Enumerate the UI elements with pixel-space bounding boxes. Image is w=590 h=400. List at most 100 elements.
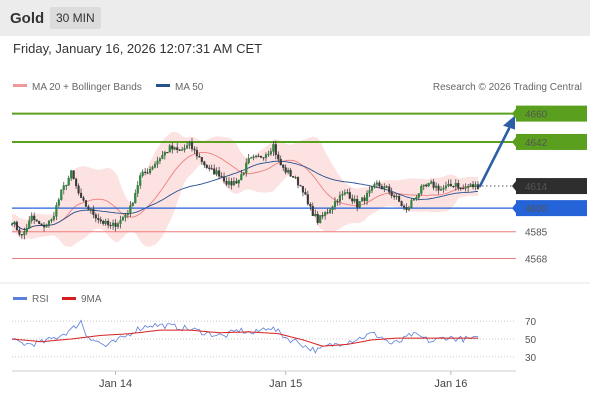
candle-bear (94, 214, 97, 219)
level-labels: 4660 4642 4614 4600 4585 4568 (512, 105, 587, 266)
candle-bull (89, 208, 92, 211)
candle-bull (227, 181, 231, 185)
candle-bear (107, 220, 110, 226)
candle-bear (33, 215, 36, 220)
candle-bull (149, 169, 152, 173)
candle-bull (183, 148, 186, 150)
candle-bull (163, 152, 166, 156)
candle-bull (454, 183, 457, 187)
rsi-ma-legend-label: 9MA (81, 294, 102, 305)
candle-bull (368, 190, 371, 194)
candle-bear (472, 184, 475, 188)
candle-bull (314, 214, 317, 217)
candle-bull (373, 184, 376, 188)
ma50-swatch (156, 84, 170, 87)
candle-bull (252, 156, 255, 158)
candle-bull (329, 209, 332, 213)
candle-bull (415, 197, 418, 200)
candle-bull (112, 222, 115, 226)
candle-bear (102, 221, 105, 224)
candle-bear (99, 219, 102, 222)
level-box-resistance (516, 133, 587, 150)
candle-bear (20, 234, 23, 236)
candle-bull (247, 158, 250, 164)
candle-bear (400, 201, 403, 207)
candle-bull (346, 192, 349, 194)
candle-bull (45, 224, 48, 228)
candle-bull (119, 220, 122, 224)
level-label-resistance: 4642 (525, 138, 548, 149)
candle-bull (287, 170, 290, 173)
candle-bull (333, 201, 337, 207)
candle-bull (294, 177, 297, 179)
copyright-text: Research © 2026 Trading Central (433, 82, 582, 93)
candle-bear (279, 159, 282, 166)
candle-bull (161, 154, 164, 159)
candle-bull (430, 181, 433, 184)
level-label-current: 4614 (525, 182, 548, 193)
candle-bull (474, 184, 477, 188)
candle-bull (407, 207, 411, 210)
candle-bear (476, 184, 480, 190)
rsi-tick-label: 50 (525, 335, 537, 346)
candle-bull (186, 145, 189, 149)
ma50-legend-label: MA 50 (175, 82, 204, 93)
candle-bear (87, 206, 90, 210)
candle-bear (457, 183, 460, 189)
projection-arrow (478, 115, 515, 188)
candle-bear (144, 171, 147, 173)
level-box-pivot (516, 200, 587, 217)
candle-bear (203, 161, 206, 166)
candle-bear (398, 196, 401, 202)
candlesticks (10, 137, 480, 240)
candle-bull (255, 155, 258, 158)
candle-bear (348, 192, 351, 199)
candle-bull (23, 231, 26, 236)
candle-bull (158, 158, 161, 162)
candle-bull (444, 185, 447, 189)
candle-bull (10, 223, 14, 225)
header-bar: Gold 30 MIN (0, 0, 590, 36)
rsi-tick-label: 70 (525, 317, 537, 328)
candle-bear (200, 157, 203, 162)
candle-bear (351, 198, 354, 202)
candle-bear (220, 175, 223, 178)
timeframe-badge[interactable]: 30 MIN (50, 7, 101, 29)
candle-bear (321, 215, 324, 217)
candle-bear (257, 155, 260, 157)
candle-bull (134, 193, 137, 204)
candle-bull (324, 212, 327, 216)
candle-bear (222, 176, 226, 182)
candle-bear (18, 229, 21, 235)
candle-bear (84, 200, 88, 207)
candle-bull (141, 171, 144, 176)
candle-bear (193, 148, 196, 151)
candle-bear (459, 188, 462, 190)
candle-bear (304, 192, 307, 195)
candle-bull (250, 157, 253, 159)
candle-bear (432, 181, 435, 188)
candle-bull (417, 193, 420, 198)
candle-bear (380, 186, 383, 189)
candle-bear (259, 155, 263, 158)
candle-bull (57, 199, 60, 206)
candle-bear (114, 222, 117, 227)
chart-legend: MA 20 + Bollinger Bands MA 50 Research ©… (13, 82, 582, 93)
price-chart: MA 20 + Bollinger Bands MA 50 Research ©… (0, 82, 590, 390)
candle-bull (136, 185, 139, 194)
candle-bear (452, 186, 455, 188)
candle-bull (116, 223, 120, 227)
candle-bull (30, 215, 33, 221)
candle-bear (35, 219, 38, 222)
candle-bear (230, 181, 233, 186)
candle-bear (284, 167, 287, 173)
candle-bear (205, 164, 208, 168)
candle-bull (62, 185, 65, 190)
candle-bull (435, 185, 438, 188)
candle-bear (363, 197, 366, 201)
candle-bull (168, 145, 171, 153)
candle-bear (198, 155, 201, 158)
candle-bull (240, 174, 243, 181)
candle-bull (67, 177, 70, 186)
level-box-pointer (512, 136, 516, 147)
